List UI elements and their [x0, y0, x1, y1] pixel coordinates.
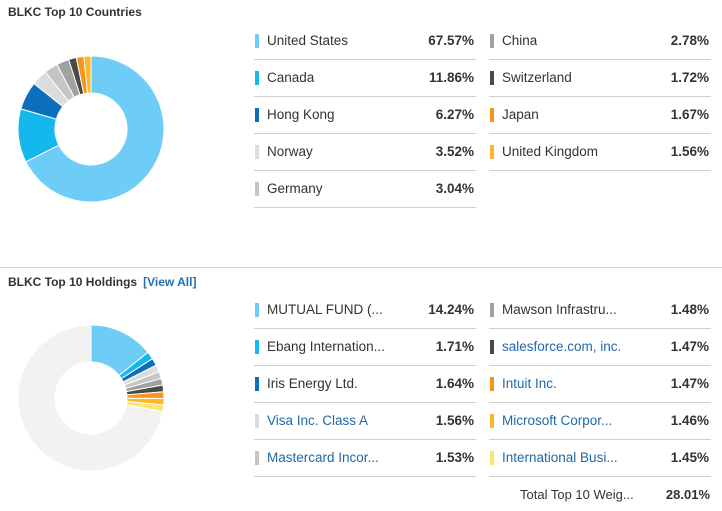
country-legend-row: United Kingdom 1.56%	[489, 134, 711, 171]
country-legend-row: China 2.78%	[489, 23, 711, 60]
country-legend-swatch	[255, 182, 259, 196]
countries-legend-right: China 2.78% Switzerland 1.72% Japan 1.67% Unit…	[489, 23, 711, 171]
holding-legend-label[interactable]: Intuit Inc.	[502, 376, 557, 391]
countries-legend-left: United States 67.57% Canada 11.86% Hong Kong…	[254, 23, 476, 208]
country-legend-row: Canada 11.86%	[254, 60, 476, 97]
holding-legend-row: Ebang Internation... 1.71%	[254, 329, 476, 366]
country-legend-value: 1.72%	[670, 70, 709, 85]
holding-legend-label[interactable]: Mastercard Incor...	[267, 450, 379, 465]
holding-legend-row: Iris Energy Ltd. 1.64%	[254, 366, 476, 403]
holding-legend-value: 1.47%	[670, 339, 709, 354]
holding-legend-row[interactable]: International Busi... 1.45%	[489, 440, 711, 477]
holding-legend-swatch	[490, 377, 494, 391]
country-legend-value: 3.04%	[435, 181, 474, 196]
holding-legend-label: Ebang Internation...	[267, 339, 385, 354]
countries-donut-chart	[18, 56, 164, 202]
country-legend-swatch	[255, 145, 259, 159]
country-legend-swatch	[490, 71, 494, 85]
holding-legend-row[interactable]: Intuit Inc. 1.47%	[489, 366, 711, 403]
holding-legend-row[interactable]: Visa Inc. Class A 1.56%	[254, 403, 476, 440]
country-legend-label: Switzerland	[502, 70, 572, 85]
holding-legend-swatch	[255, 414, 259, 428]
country-legend-value: 67.57%	[428, 33, 474, 48]
country-legend-label: Hong Kong	[267, 107, 335, 122]
holding-legend-swatch	[255, 451, 259, 465]
country-legend-value: 1.67%	[670, 107, 709, 122]
holding-legend-swatch	[255, 340, 259, 354]
holdings-legend-right: Mawson Infrastru... 1.48% salesforce.com, …	[489, 292, 711, 477]
country-legend-swatch	[255, 34, 259, 48]
holding-legend-row[interactable]: Microsoft Corpor... 1.46%	[489, 403, 711, 440]
holding-legend-swatch	[490, 340, 494, 354]
holding-legend-label[interactable]: Visa Inc. Class A	[267, 413, 369, 428]
country-legend-label: Japan	[502, 107, 539, 122]
country-legend-value: 2.78%	[670, 33, 709, 48]
holding-legend-label[interactable]: International Busi...	[502, 450, 618, 465]
holding-legend-swatch	[255, 303, 259, 317]
holding-legend-swatch	[255, 377, 259, 391]
country-legend-row: Japan 1.67%	[489, 97, 711, 134]
holding-legend-label[interactable]: Microsoft Corpor...	[502, 413, 613, 428]
country-legend-value: 6.27%	[435, 107, 474, 122]
country-legend-label: United States	[267, 33, 349, 48]
holding-legend-value: 1.64%	[435, 376, 474, 391]
holdings-donut-chart	[18, 325, 164, 471]
holding-legend-swatch	[490, 451, 494, 465]
holding-legend-value: 1.71%	[435, 339, 474, 354]
country-legend-row: Norway 3.52%	[254, 134, 476, 171]
country-legend-label: United Kingdom	[502, 144, 599, 159]
country-legend-row: Hong Kong 6.27%	[254, 97, 476, 134]
country-legend-swatch	[255, 108, 259, 122]
holding-legend-value: 1.56%	[435, 413, 474, 428]
holding-legend-row: Mawson Infrastru... 1.48%	[489, 292, 711, 329]
country-legend-value: 11.86%	[428, 70, 474, 85]
holding-legend-row[interactable]: Mastercard Incor... 1.53%	[254, 440, 476, 477]
holdings-section-title: BLKC Top 10 Holdings [View All]	[8, 275, 196, 289]
holding-legend-label: MUTUAL FUND (...	[267, 302, 383, 317]
country-legend-row: Switzerland 1.72%	[489, 60, 711, 97]
holding-legend-row[interactable]: salesforce.com, inc. 1.47%	[489, 329, 711, 366]
country-legend-value: 1.56%	[670, 144, 709, 159]
country-legend-row: United States 67.57%	[254, 23, 476, 60]
country-legend-label: Norway	[267, 144, 313, 159]
holding-legend-value: 1.48%	[670, 302, 709, 317]
holding-slice-remainder	[18, 325, 164, 471]
total-weight-label: Total Top 10 Weig...	[520, 487, 634, 502]
holding-legend-label: Iris Energy Ltd.	[267, 376, 358, 391]
country-legend-label: China	[502, 33, 538, 48]
country-legend-swatch	[490, 34, 494, 48]
view-all-link[interactable]: [View All]	[143, 275, 197, 289]
holding-legend-value: 1.47%	[670, 376, 709, 391]
holdings-legend-left: MUTUAL FUND (... 14.24% Ebang Internation.…	[254, 292, 476, 477]
countries-section-title: BLKC Top 10 Countries	[8, 5, 142, 19]
country-legend-swatch	[255, 71, 259, 85]
total-weight-value: 28.01%	[665, 487, 710, 502]
holding-legend-value: 14.24%	[428, 302, 474, 317]
holding-legend-value: 1.53%	[435, 450, 474, 465]
holding-legend-swatch	[490, 414, 494, 428]
holding-legend-row: MUTUAL FUND (... 14.24%	[254, 292, 476, 329]
country-legend-value: 3.52%	[435, 144, 474, 159]
section-divider	[0, 267, 722, 268]
country-legend-row: Germany 3.04%	[254, 171, 476, 208]
country-legend-swatch	[490, 108, 494, 122]
holding-legend-swatch	[490, 303, 494, 317]
holding-legend-value: 1.46%	[670, 413, 709, 428]
holding-legend-label[interactable]: salesforce.com, inc.	[502, 339, 622, 354]
country-slice	[25, 56, 164, 202]
country-legend-swatch	[490, 145, 494, 159]
country-legend-label: Germany	[267, 181, 323, 196]
country-legend-label: Canada	[267, 70, 315, 85]
holding-legend-label: Mawson Infrastru...	[502, 302, 617, 317]
country-slice	[83, 56, 92, 94]
holdings-title-text: BLKC Top 10 Holdings	[8, 275, 138, 289]
holding-legend-value: 1.45%	[670, 450, 709, 465]
